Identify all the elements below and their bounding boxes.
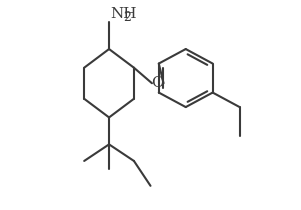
Text: O: O xyxy=(151,76,164,90)
Text: NH: NH xyxy=(110,7,137,21)
Text: 2: 2 xyxy=(123,11,131,24)
